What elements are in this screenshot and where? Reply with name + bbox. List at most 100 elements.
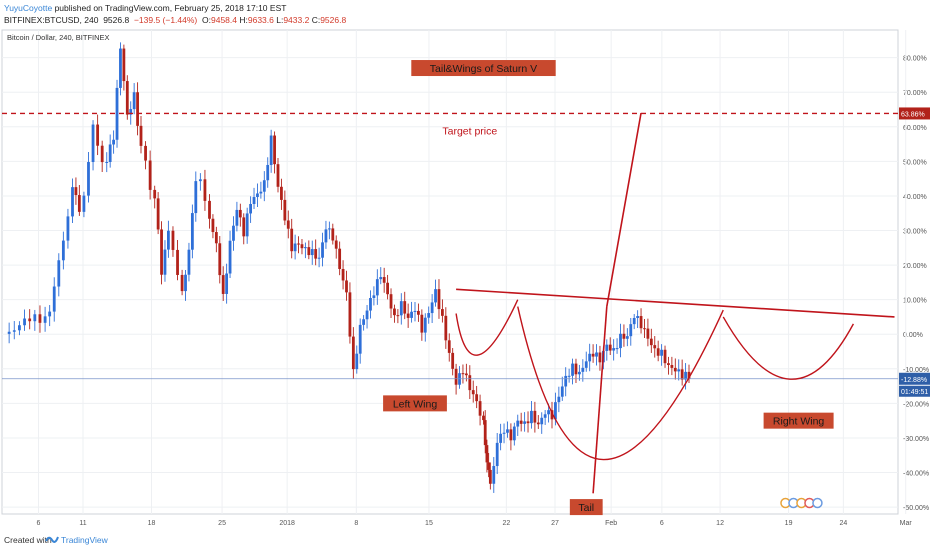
- candle: [451, 352, 455, 369]
- candle: [595, 352, 598, 357]
- candle: [417, 310, 420, 315]
- candle: [475, 394, 479, 402]
- y-tick-label: -40.00%: [903, 471, 929, 478]
- close-label: C:: [311, 15, 321, 25]
- symbol-label: BITFINEX:BTCUSD, 240: [4, 15, 99, 25]
- candle: [646, 328, 650, 339]
- candle: [608, 344, 612, 351]
- candle: [91, 124, 95, 163]
- candle: [441, 309, 444, 316]
- last-price: 9526.8: [103, 15, 130, 25]
- candle: [171, 230, 175, 250]
- candle: [365, 310, 369, 320]
- candle: [483, 420, 487, 446]
- candle: [574, 363, 578, 375]
- candle: [410, 311, 413, 318]
- y-tick-label: 0.00%: [903, 332, 923, 339]
- candle: [290, 228, 294, 252]
- candle: [619, 333, 622, 349]
- created-with-label: Created with: [4, 535, 52, 545]
- candle: [584, 361, 588, 368]
- candle: [163, 249, 167, 275]
- candle: [235, 209, 239, 226]
- candle: [656, 348, 660, 356]
- candle: [571, 363, 574, 376]
- candle: [262, 180, 266, 192]
- tradingview-brand[interactable]: TradingView: [61, 535, 108, 545]
- candle: [297, 243, 300, 245]
- candle: [687, 371, 691, 379]
- candle: [259, 191, 263, 194]
- y-tick-label: 10.00%: [903, 298, 927, 305]
- candle: [225, 273, 229, 294]
- candle: [351, 336, 355, 370]
- candle: [499, 433, 503, 443]
- candle: [454, 368, 458, 385]
- candle: [581, 367, 585, 372]
- candle: [71, 187, 74, 217]
- annotation-box: [763, 412, 834, 429]
- publish-info: published on TradingView.com, February 2…: [54, 3, 287, 13]
- candle: [554, 402, 557, 420]
- x-tick-label: 19: [785, 520, 793, 527]
- candle: [125, 81, 129, 115]
- price-chart[interactable]: 80.00%70.00%60.00%50.00%40.00%30.00%20.0…: [0, 26, 932, 530]
- candle: [153, 189, 157, 199]
- candle: [430, 302, 434, 314]
- candle: [119, 48, 122, 88]
- candle: [533, 410, 537, 423]
- candle: [612, 348, 616, 351]
- candle: [82, 195, 86, 212]
- y-tick-label: -10.00%: [903, 367, 929, 374]
- candle: [304, 247, 307, 249]
- candle: [345, 280, 348, 293]
- candle: [355, 353, 359, 370]
- candle: [327, 228, 331, 230]
- annotation-box: [383, 395, 447, 412]
- x-tick-label: 8: [354, 520, 358, 527]
- candle: [512, 426, 516, 441]
- annotation-label: Right Wing: [773, 416, 825, 428]
- ohlc-line: BITFINEX:BTCUSD, 240 9526.8 −139.5 (−1.4…: [4, 15, 346, 25]
- candle: [673, 367, 677, 372]
- y-tick-label: 80.00%: [903, 56, 927, 63]
- close-value: 9526.8: [320, 15, 347, 25]
- candle: [379, 277, 383, 280]
- event-flag-icon[interactable]: [812, 497, 823, 509]
- candle: [502, 432, 506, 434]
- candle: [310, 249, 314, 256]
- tradingview-logo-icon: [45, 536, 59, 543]
- candle: [372, 295, 376, 298]
- candle: [252, 197, 256, 204]
- candle: [578, 371, 581, 375]
- candle: [96, 124, 100, 146]
- candle: [148, 160, 152, 190]
- y-tick-label: 70.00%: [903, 90, 927, 97]
- candle: [399, 301, 403, 316]
- candle: [115, 87, 119, 140]
- x-tick-label: 11: [79, 520, 86, 527]
- candle: [100, 145, 104, 163]
- annotation-label: Tail&Wings of Saturn V: [430, 63, 537, 75]
- candle: [232, 225, 235, 241]
- candle: [444, 315, 448, 341]
- x-tick-label: 6: [660, 520, 664, 527]
- candle: [636, 316, 640, 318]
- candle: [536, 422, 540, 425]
- candle: [12, 330, 16, 332]
- author-link[interactable]: YuyuCoyotte: [4, 3, 53, 13]
- candle: [543, 414, 547, 418]
- candle: [649, 338, 653, 346]
- candle: [307, 247, 311, 256]
- candle: [194, 181, 198, 214]
- y-tick-label: -20.00%: [903, 401, 929, 408]
- candle: [516, 420, 520, 427]
- candle: [485, 445, 489, 463]
- candle: [526, 421, 530, 424]
- annotation-label: Target price: [442, 125, 497, 137]
- candle: [488, 469, 492, 484]
- candle: [160, 229, 163, 275]
- candle: [437, 289, 441, 310]
- x-tick-label: 2018: [279, 520, 295, 527]
- candle: [680, 369, 684, 380]
